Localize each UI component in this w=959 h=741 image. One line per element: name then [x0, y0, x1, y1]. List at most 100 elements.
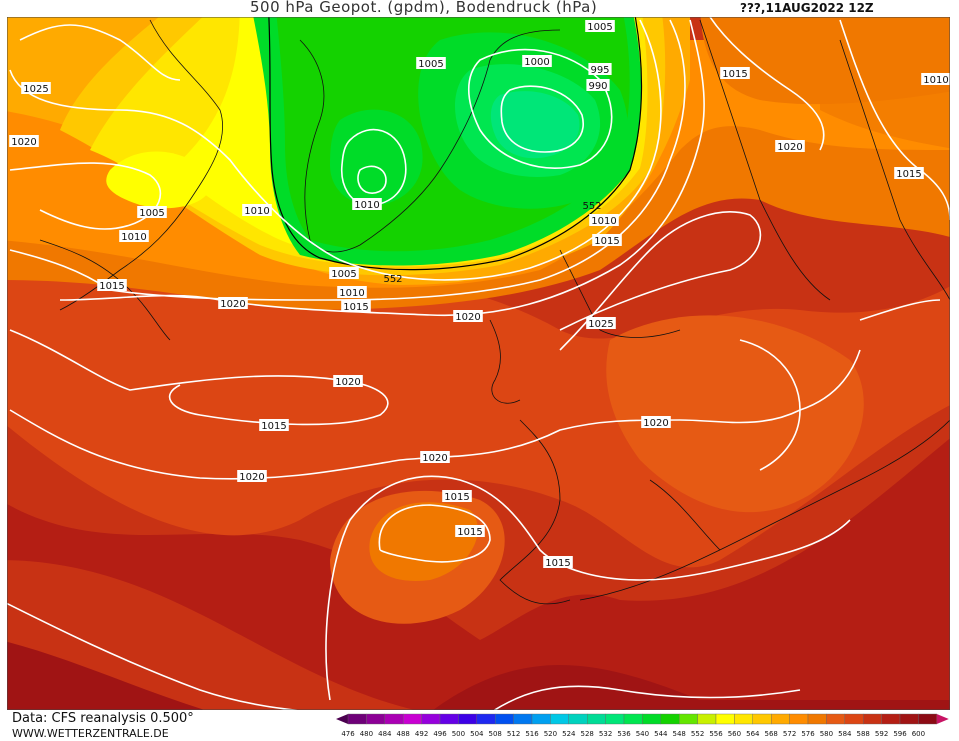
geopotential-labels: 552 552: [383, 201, 601, 285]
legend-tick-label: 572: [783, 730, 796, 738]
pressure-label-box: [592, 234, 622, 246]
pressure-label-box: [218, 297, 248, 309]
legend-color-box: [347, 713, 367, 725]
legend-tick-label: 564: [746, 730, 760, 738]
pressure-label: 1020: [643, 418, 668, 429]
legend-color-box: [366, 713, 386, 725]
legend-tick-label: 492: [415, 730, 428, 738]
legend-tick-label: 600: [912, 730, 925, 738]
legend-color-box: [752, 713, 772, 725]
pressure-label: 1015: [594, 236, 619, 247]
legend-tick-label: 508: [489, 730, 502, 738]
legend-tick-label: 596: [893, 730, 907, 738]
pressure-label: 1015: [896, 169, 921, 180]
legend-color-box: [863, 713, 882, 725]
legend-color-box: [807, 713, 827, 725]
legend-tick-label: 544: [654, 730, 668, 738]
pressure-label: 1020: [335, 377, 360, 388]
pressure-label-box: [720, 67, 750, 79]
pressure-label-box: [9, 135, 39, 147]
legend-tick-label: 580: [820, 730, 833, 738]
pressure-label-box: [453, 310, 483, 322]
legend-color-box: [918, 713, 938, 725]
geopotential-label: 552: [582, 201, 601, 212]
legend-tick-label: 584: [838, 730, 852, 738]
pressure-label-box: [775, 140, 805, 152]
map-date: ???,11AUG2022 12Z: [740, 1, 874, 15]
coastlines: [39, 19, 950, 605]
pressure-label-box: [137, 206, 167, 218]
legend-tick-label: 488: [397, 730, 410, 738]
legend-tick-label: 552: [691, 730, 704, 738]
legend-arrow-left: [336, 714, 348, 724]
pressure-label: 1015: [722, 69, 747, 80]
legend-tick-label: 480: [360, 730, 373, 738]
pressure-label: 1005: [418, 59, 443, 70]
legend-tick-label: 560: [728, 730, 741, 738]
pressure-label-box: [97, 279, 127, 291]
pressure-label-box: [589, 214, 619, 226]
legend-color-box: [586, 713, 606, 725]
pressure-label-box: [333, 375, 363, 387]
pressure-label: 1020: [777, 142, 802, 153]
geopotential-field: [7, 17, 950, 710]
pressure-label: 1015: [343, 302, 368, 313]
legend-color-box: [458, 713, 478, 725]
pressure-label: 1020: [422, 453, 447, 464]
legend-tick-label: 540: [636, 730, 649, 738]
pressure-label: 1015: [457, 527, 482, 538]
pressure-label-box: [119, 230, 149, 242]
legend-color-box: [384, 713, 404, 725]
pressure-label-box: [329, 267, 359, 279]
pressure-label: 1010: [244, 206, 269, 217]
pressure-label-box: [543, 556, 573, 568]
pressure-label-box: [420, 451, 450, 463]
legend-color-box: [421, 713, 441, 725]
legend-color-box: [771, 713, 790, 725]
geopotential-label: 552: [383, 274, 402, 285]
pressure-label-box: [337, 286, 367, 298]
legend-color-box: [402, 713, 422, 725]
legend-color-box: [605, 713, 625, 725]
pressure-label: 1015: [444, 492, 469, 503]
legend-color-box: [660, 713, 680, 725]
pressure-label-box: [588, 63, 612, 75]
pressure-label: 990: [588, 81, 607, 92]
legend-tick-label: 528: [581, 730, 594, 738]
pressure-label: 1015: [261, 421, 286, 432]
legend-tick-label: 568: [765, 730, 778, 738]
legend-tick-label: 532: [599, 730, 612, 738]
legend-color-box: [623, 713, 643, 725]
pressure-label: 1025: [23, 84, 48, 95]
pressure-label: 1020: [455, 312, 480, 323]
color-legend: 476 480 484 488 492 496 500 504 508 512 516 520 524 5…: [336, 713, 949, 738]
legend-color-box: [734, 713, 753, 725]
legend-color-box: [568, 713, 588, 725]
pressure-label-box: [921, 73, 950, 85]
legend-tick-label: 512: [507, 730, 520, 738]
pressure-label: 1000: [524, 57, 549, 68]
legend-color-box: [476, 713, 496, 725]
pressure-label-box: [586, 79, 610, 91]
map-title: 500 hPa Geopot. (gpdm), Bodendruck (hPa): [250, 0, 598, 16]
pressure-label-box: [894, 167, 924, 179]
legend-arrow-right: [936, 714, 949, 724]
pressure-label-box: [442, 490, 472, 502]
pressure-label-box: [522, 55, 552, 67]
legend-tick-label: 592: [875, 730, 888, 738]
pressure-label: 1010: [354, 200, 379, 211]
legend-tick-label: 500: [452, 730, 465, 738]
pressure-label: 1015: [99, 281, 124, 292]
legend-color-box: [826, 713, 845, 725]
legend-tick-label: 588: [857, 730, 870, 738]
data-source-credit: Data: CFS reanalysis 0.500°: [12, 711, 194, 726]
pressure-label: 1005: [139, 208, 164, 219]
pressure-label: 1010: [923, 75, 948, 86]
legend-color-box: [697, 713, 717, 725]
pressure-label: 1005: [587, 22, 612, 33]
legend-color-box: [642, 713, 661, 725]
legend-tick-label: 516: [525, 730, 539, 738]
pressure-label-box: [242, 204, 272, 216]
legend-color-box: [899, 713, 919, 725]
pressure-label: 1025: [588, 319, 613, 330]
